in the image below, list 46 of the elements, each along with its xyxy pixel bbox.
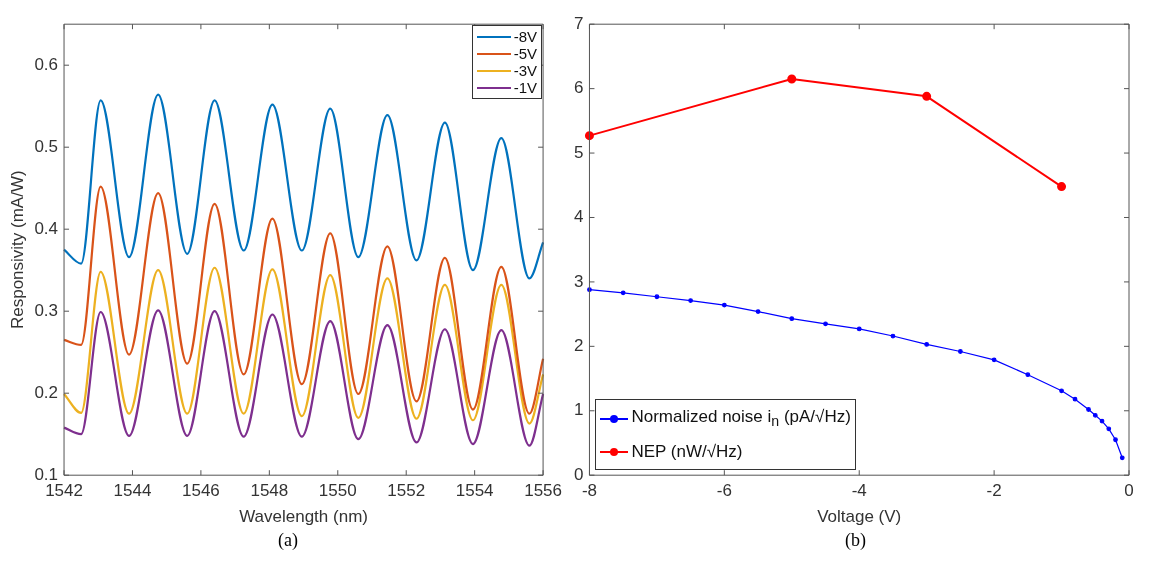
text: (b): [844, 530, 867, 551]
x-tick-label: 1556: [524, 481, 562, 501]
y-tick-label: 2: [573, 336, 584, 356]
point: [787, 74, 797, 84]
line-series: [62, 93, 545, 280]
y-tick-label: 6: [573, 78, 584, 98]
x-axis-title: Wavelength (nm): [239, 507, 368, 527]
y-tick-label: 0.6: [34, 54, 59, 74]
legend-label: -8V: [513, 28, 538, 46]
y-tick-label: 5: [573, 142, 584, 162]
text: (a): [277, 530, 299, 551]
y-tick-label: 1: [573, 400, 584, 420]
y-tick-label: 0.3: [34, 300, 59, 320]
y-tick-label: 0.2: [34, 382, 59, 402]
y-tick-label: 0.5: [34, 136, 59, 156]
x-axis-title: Voltage (V): [817, 507, 902, 527]
x-tick-label: 1546: [181, 481, 220, 501]
x-tick-label: 1544: [113, 481, 152, 501]
legend-label: -5V: [513, 45, 538, 63]
line-series: [62, 185, 545, 415]
x-tick-label: 1548: [250, 481, 289, 501]
legend-label: -1V: [513, 79, 538, 97]
x-tick-label: 1552: [387, 481, 426, 501]
y-axis-title: Responsivity (mA/W): [7, 170, 27, 330]
y-tick-label: 3: [573, 271, 584, 291]
x-tick-label: 1542: [45, 481, 83, 501]
x-tick-label: 1554: [455, 481, 494, 501]
y-tick-label: 0.1: [34, 464, 59, 484]
line-series: [62, 309, 545, 447]
line-series: [62, 266, 545, 425]
y-tick-label: 4: [573, 207, 584, 227]
point: [922, 91, 932, 101]
y-tick-label: 0.4: [34, 218, 59, 238]
legend-label: Normalized noise i$_{n}$ (pA/√Hz): [631, 406, 851, 432]
legend-label: -3V: [513, 62, 538, 80]
x-tick-label: -8: [581, 481, 598, 501]
legend-label: NEP (nW/√Hz): [631, 440, 743, 463]
x-tick-label: -4: [851, 481, 867, 501]
y-tick-label: 0: [573, 464, 584, 484]
y-tick-label: 7: [573, 13, 584, 33]
point: [584, 131, 594, 141]
x-tick-label: -2: [986, 481, 1002, 501]
point: [1057, 182, 1067, 192]
x-tick-label: -6: [716, 481, 732, 501]
x-tick-label: 1550: [318, 481, 357, 501]
x-tick-label: 0: [1124, 481, 1134, 501]
